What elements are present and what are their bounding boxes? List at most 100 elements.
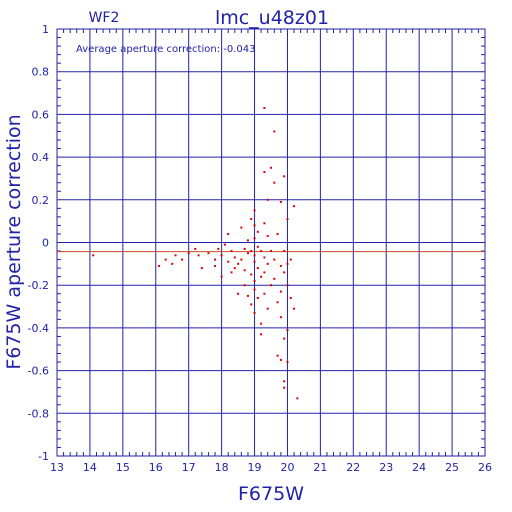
x-tick-label: 17 — [182, 461, 196, 474]
data-point — [217, 247, 220, 250]
data-point — [279, 264, 282, 267]
data-point — [293, 205, 296, 208]
data-point — [263, 171, 266, 174]
data-point — [283, 337, 286, 340]
data-point — [237, 292, 240, 295]
data-point — [286, 329, 289, 332]
data-point — [279, 200, 282, 203]
data-point — [263, 271, 266, 274]
data-point — [276, 354, 279, 357]
data-point — [286, 284, 289, 287]
data-point — [270, 284, 272, 287]
data-point — [286, 218, 289, 221]
data-point — [220, 275, 223, 278]
data-point — [266, 198, 269, 201]
y-tick-label: 0.2 — [32, 194, 50, 207]
data-point — [92, 254, 95, 257]
data-point — [276, 301, 279, 304]
data-point — [289, 297, 292, 300]
data-point — [243, 284, 246, 287]
data-point — [260, 333, 263, 336]
data-point — [250, 303, 253, 306]
y-tick-label: 0.6 — [32, 108, 50, 121]
data-point — [256, 245, 259, 248]
x-tick-label: 19 — [248, 461, 262, 474]
data-point — [253, 260, 256, 263]
data-point — [253, 311, 256, 314]
data-point — [273, 181, 276, 184]
data-point — [256, 267, 259, 270]
data-point — [283, 380, 286, 383]
data-point — [266, 307, 269, 310]
x-tick-label: 18 — [215, 461, 229, 474]
data-point — [256, 230, 259, 233]
data-point — [171, 262, 174, 265]
y-axis-label: F675W aperture correction — [3, 114, 25, 369]
data-point — [276, 232, 279, 235]
data-point — [253, 279, 256, 282]
data-point — [260, 275, 263, 278]
data-point — [240, 258, 243, 261]
y-tick-label: -0.6 — [28, 365, 49, 378]
data-point — [270, 250, 272, 253]
data-point — [273, 277, 276, 280]
x-tick-label: 25 — [445, 461, 459, 474]
y-tick-label: 0 — [42, 237, 49, 250]
data-point — [240, 226, 243, 229]
data-point — [279, 316, 282, 319]
data-point — [253, 288, 256, 291]
data-point — [260, 322, 263, 325]
data-point — [289, 258, 292, 261]
y-tick-label: 1 — [42, 23, 49, 36]
data-point — [233, 267, 236, 270]
x-tick-label: 21 — [313, 461, 327, 474]
x-tick-label: 16 — [149, 461, 163, 474]
data-point — [158, 264, 161, 267]
data-point — [263, 222, 266, 225]
x-tick-label: 13 — [50, 461, 64, 474]
data-point — [197, 254, 200, 257]
x-tick-label: 14 — [83, 461, 97, 474]
y-tick-label: 0.4 — [32, 151, 50, 164]
data-point — [279, 290, 282, 293]
data-point — [237, 262, 240, 265]
data-point — [286, 262, 289, 265]
grid-layer — [56, 28, 486, 457]
y-tick-label: -1 — [38, 450, 49, 463]
data-point — [266, 262, 269, 265]
data-point — [279, 358, 282, 361]
data-point — [243, 247, 246, 250]
data-point — [230, 250, 233, 253]
data-point — [227, 260, 230, 263]
data-point — [164, 258, 167, 261]
y-tick-label: 0.8 — [32, 66, 50, 79]
data-point — [250, 250, 253, 253]
data-point — [253, 237, 256, 240]
data-point — [260, 250, 263, 253]
data-point — [233, 256, 236, 259]
data-point — [214, 264, 217, 267]
data-point — [273, 130, 276, 133]
data-point — [187, 252, 190, 255]
data-point — [243, 269, 246, 272]
x-tick-label: 20 — [280, 461, 294, 474]
x-axis-label: F675W — [238, 483, 304, 505]
data-point — [174, 254, 177, 257]
data-point — [266, 235, 269, 238]
data-point — [194, 247, 197, 250]
data-point — [270, 166, 272, 169]
data-point — [214, 258, 217, 261]
data-point — [230, 271, 233, 274]
data-point — [227, 232, 230, 235]
data-point — [207, 252, 210, 255]
data-point — [283, 386, 286, 389]
data-point — [283, 250, 286, 253]
x-tick-label: 23 — [379, 461, 393, 474]
y-tick-label: -0.8 — [28, 407, 49, 420]
panel-label: WF2 — [89, 10, 120, 26]
data-point — [296, 397, 299, 400]
data-point — [283, 175, 286, 178]
x-tick-label: 24 — [412, 461, 426, 474]
data-point — [250, 273, 253, 276]
